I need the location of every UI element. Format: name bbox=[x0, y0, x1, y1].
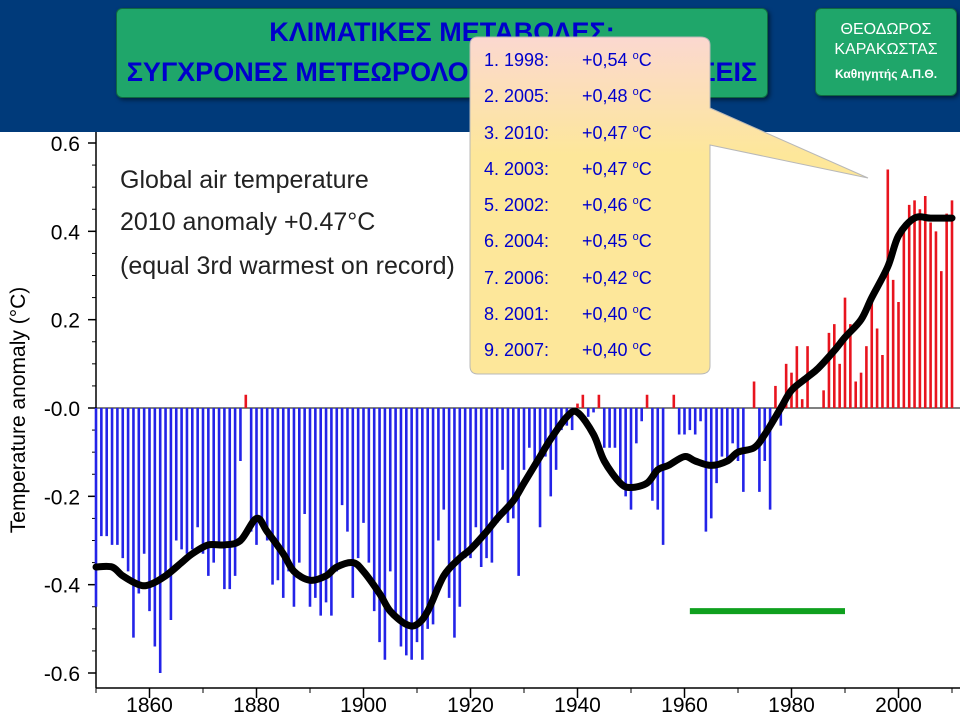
x-tick-label: 1900 bbox=[340, 694, 387, 716]
ranking-year-label: 6. 2004: bbox=[484, 231, 550, 252]
author-role: Καθηγητής Α.Π.Θ. bbox=[834, 67, 938, 81]
author-box: ΘΕΟΔΩΡΟΣ ΚΑΡΑΚΩΣΤΑΣ Καθηγητής Α.Π.Θ. bbox=[815, 8, 957, 96]
y-tick-label: -0.0 bbox=[44, 398, 80, 421]
smoothed-trend-line bbox=[92, 213, 956, 630]
degree-symbol: o bbox=[632, 195, 639, 208]
annotation-line-2: 2010 anomaly +0.47°C bbox=[120, 208, 375, 236]
celsius-unit: C bbox=[638, 195, 652, 216]
ranking-year-label: 3. 2010: bbox=[484, 122, 550, 143]
title-box: ΚΛΙΜΑΤΙΚΕΣ ΜΕΤΑΒΟΛΕΣ: ΣΥΓΧΡΟΝΕΣ ΜΕΤΕΩΡΟΛ… bbox=[116, 8, 768, 98]
y-axis-label: Temperature anomaly (°C) bbox=[7, 287, 30, 533]
ranking-year-label: 1. 1998: bbox=[484, 50, 550, 70]
y-tick-label: 0.6 bbox=[51, 133, 80, 156]
degree-symbol: o bbox=[632, 340, 639, 353]
annotation-line-3: (equal 3rd warmest on record) bbox=[120, 252, 455, 280]
page-title-line-1: ΚΛΙΜΑΤΙΚΕΣ ΜΕΤΑΒΟΛΕΣ: bbox=[269, 17, 615, 47]
ranking-item: 2. 2005: +0,48 oC bbox=[484, 86, 652, 122]
ranking-value: +0,45 bbox=[582, 231, 628, 252]
celsius-unit: C bbox=[638, 86, 652, 107]
ranking-year-label: 4. 2003: bbox=[484, 158, 550, 179]
ranking-item: 1. 1998: +0,54 oC bbox=[484, 50, 652, 86]
y-ticks: 0.6 0.4 0.2 -0.0 -0.2 -0.4 -0.6 bbox=[44, 133, 96, 686]
author-name-line-1: ΘΕΟΔΩΡΟΣ bbox=[840, 21, 932, 38]
y-tick-label: -0.2 bbox=[44, 486, 80, 509]
celsius-unit: C bbox=[638, 340, 652, 361]
x-tick-label: 1940 bbox=[554, 694, 601, 716]
y-tick-label: 0.2 bbox=[51, 310, 80, 333]
ranking-value: +0,46 bbox=[582, 195, 628, 216]
x-tick-label: 1920 bbox=[447, 694, 494, 716]
y-tick-label: -0.4 bbox=[44, 575, 81, 598]
celsius-unit: C bbox=[638, 231, 652, 252]
ranking-item: 9. 2007: +0,40 oC bbox=[484, 340, 652, 376]
x-tick-label: 1880 bbox=[233, 694, 280, 716]
y-tick-label: -0.6 bbox=[44, 663, 80, 686]
degree-symbol: o bbox=[632, 267, 639, 280]
degree-symbol: o bbox=[632, 158, 639, 171]
x-tick-label: 1860 bbox=[126, 694, 173, 716]
ranking-value: +0,40 bbox=[582, 340, 628, 361]
ranking-item: 8. 2001: +0,40 oC bbox=[484, 304, 652, 340]
ranking-value: +0,42 bbox=[582, 267, 628, 288]
degree-symbol: o bbox=[632, 122, 639, 135]
x-tick-label: 1960 bbox=[661, 694, 708, 716]
ranking-year-label: 7. 2006: bbox=[484, 267, 550, 288]
x-tick-label: 2000 bbox=[875, 694, 922, 716]
celsius-unit: C bbox=[638, 267, 652, 288]
ranking-year-label: 2. 2005: bbox=[484, 86, 550, 107]
annotation-line-1: Global air temperature bbox=[120, 166, 369, 194]
ranking-item: 7. 2006: +0,42 oC bbox=[484, 268, 652, 304]
degree-symbol: o bbox=[632, 231, 639, 244]
temperature-chart: 0.6 0.4 0.2 -0.0 -0.2 -0.4 -0.6 1860 1880 1900 19… bbox=[7, 132, 960, 716]
celsius-unit: C bbox=[638, 122, 652, 143]
ranking-item: 6. 2004: +0,45 oC bbox=[484, 231, 652, 267]
ranking-value: +0,54 bbox=[582, 50, 628, 70]
ranking-value: +0,40 bbox=[582, 304, 628, 325]
celsius-unit: C bbox=[638, 304, 652, 325]
ranking-year-label: 5. 2002: bbox=[484, 195, 550, 216]
y-tick-label: 0.4 bbox=[51, 221, 81, 244]
celsius-unit: C bbox=[638, 158, 652, 179]
celsius-unit: C bbox=[638, 50, 652, 70]
ranking-item: 5. 2002: +0,46 oC bbox=[484, 195, 652, 231]
ranking-value: +0,47 bbox=[582, 158, 628, 179]
ranking-year-label: 8. 2001: bbox=[484, 304, 550, 325]
x-tick-label: 1980 bbox=[768, 694, 815, 716]
ranking-value: +0,48 bbox=[582, 86, 628, 107]
ranking-year-label: 9. 2007: bbox=[484, 340, 550, 361]
degree-symbol: o bbox=[632, 304, 639, 317]
chart-annotation: Global air temperature 2010 anomaly +0.4… bbox=[120, 166, 455, 280]
warmest-years-list: 1. 1998: +0,54 oC 2. 2005: +0,48 oC 3. 2010:… bbox=[484, 50, 652, 377]
degree-symbol: o bbox=[632, 86, 639, 99]
ranking-value: +0,47 bbox=[582, 122, 628, 143]
degree-symbol: o bbox=[632, 50, 639, 62]
ranking-item: 4. 2003: +0,47 oC bbox=[484, 159, 652, 195]
ranking-item: 3. 2010: +0,47 oC bbox=[484, 123, 652, 159]
page-title-line-2: ΣΥΓΧΡΟΝΕΣ ΜΕΤΕΩΡΟΛΟΓΙΚΕΣ ΠΑΡΑΤΗΡΗΣΕΙΣ bbox=[126, 57, 758, 87]
author-name-line-2: ΚΑΡΑΚΩΣΤΑΣ bbox=[834, 41, 938, 58]
x-ticks: 1860 1880 1900 1920 1940 1960 1980 2000 bbox=[95, 688, 953, 716]
